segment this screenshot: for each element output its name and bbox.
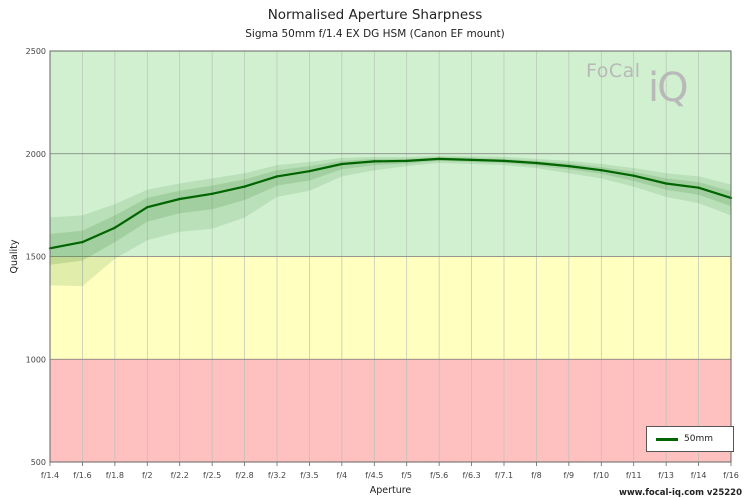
data-point (373, 160, 376, 163)
data-point (697, 186, 700, 189)
x-tick-label: f/7.1 (495, 471, 513, 480)
logo-iq-text: iQ (648, 65, 689, 111)
data-point (437, 157, 441, 161)
x-tick-label: f/1.4 (41, 471, 59, 480)
y-tick-label: 2500 (26, 47, 46, 56)
quality-zone-1 (50, 256, 731, 360)
data-point (308, 170, 311, 173)
x-tick-label: f/4.5 (365, 471, 383, 480)
data-point (146, 205, 149, 209)
legend-swatch-50mm (656, 437, 678, 441)
data-point (535, 161, 538, 165)
data-point (340, 162, 344, 166)
x-tick-label: f/5 (401, 471, 412, 480)
footer-credit: www.focal-iq.com v25220 (618, 488, 742, 498)
plot-frame (49, 50, 732, 463)
x-tick-label: f/2.8 (235, 471, 253, 480)
x-tick-label: f/2 (142, 471, 153, 480)
x-tick-label: f/4 (337, 471, 348, 480)
data-point (405, 159, 408, 163)
y-axis-label: Quality (9, 239, 20, 273)
x-tick-label: f/6.3 (462, 471, 480, 480)
data-point (664, 182, 668, 185)
x-tick-label: f/3.5 (300, 471, 318, 480)
legend-label-50mm: 50mm (684, 434, 713, 444)
plot-border (49, 50, 732, 463)
series-lines (48, 157, 733, 250)
quality-zone-0 (50, 359, 731, 462)
series-line-50mm (49, 157, 732, 250)
data-point (632, 174, 635, 177)
data-point (210, 192, 214, 196)
variance-bands (50, 155, 731, 287)
data-point (470, 158, 473, 162)
x-axis-label: Aperture (370, 485, 412, 496)
data-point (567, 164, 571, 168)
chart-legend: 50mm (646, 426, 734, 452)
data-point (81, 240, 84, 244)
outer-band-0 (50, 155, 731, 287)
x-tick-label: f/2.2 (171, 471, 189, 480)
x-tick-label: f/10 (593, 471, 609, 480)
chart-title: Normalised Aperture Sharpness (267, 7, 483, 23)
data-point (113, 226, 117, 229)
y-tick-label: 1000 (26, 355, 46, 364)
x-tick-label: f/8 (531, 471, 542, 480)
x-tick-label: f/5.6 (430, 471, 448, 480)
x-tick-label: f/1.8 (106, 471, 124, 480)
x-tick-label: f/14 (691, 471, 707, 480)
y-tick-labels: 500 1000 1500 2000 2500 (26, 47, 46, 467)
y-tick-label: 500 (31, 458, 46, 467)
inner-band-0 (50, 157, 731, 265)
x-tick-label: f/1.6 (73, 471, 91, 480)
x-tick-labels: f/1.4 f/1.6 f/1.8 f/2 f/2.2 f/2.5 f/2.8 f/3.2 f/… (41, 462, 739, 480)
x-tick-label: f/2.5 (203, 471, 221, 480)
data-point (502, 159, 506, 163)
data-point (600, 168, 603, 172)
x-tick-label: f/11 (626, 471, 642, 480)
x-tick-label: f/13 (658, 471, 674, 480)
y-tick-label: 2000 (26, 150, 46, 159)
x-tick-label: f/3.2 (268, 471, 286, 480)
data-point (275, 175, 279, 178)
x-tick-label: f/9 (564, 471, 575, 480)
data-point (178, 197, 181, 201)
logo-focal-text: FoCal (586, 60, 641, 82)
chart-subtitle: Sigma 50mm f/1.4 EX DG HSM (Canon EF mou… (245, 28, 505, 40)
y-tick-label: 1500 (26, 253, 46, 262)
data-point (243, 185, 246, 188)
focal-iq-logo: FoCal iQ (584, 60, 708, 118)
x-tick-label: f/16 (723, 471, 739, 480)
